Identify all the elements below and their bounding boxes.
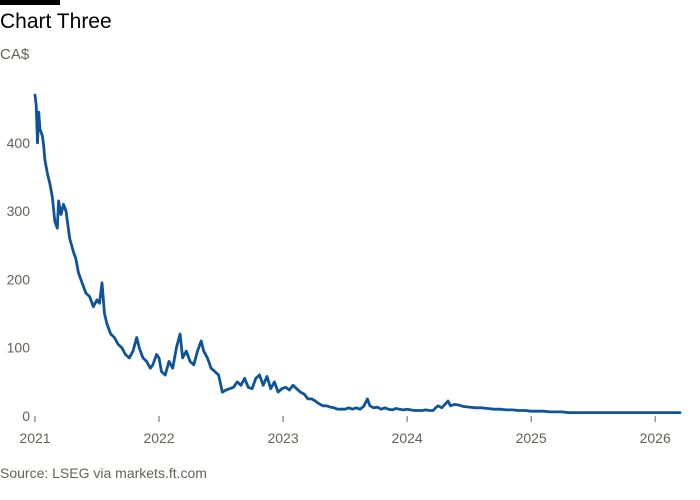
x-tick-label: 2026 <box>640 430 671 446</box>
series-line <box>33 93 682 414</box>
x-tick-label: 2025 <box>516 430 547 446</box>
x-tick-label: 2022 <box>143 430 174 446</box>
chart-title: Chart Three <box>0 10 112 33</box>
x-tick-label: 2024 <box>392 430 423 446</box>
x-tick-label: 2023 <box>267 430 298 446</box>
chart-source: Source: LSEG via markets.ft.com <box>0 465 207 481</box>
y-tick-label: 0 <box>22 408 30 424</box>
y-tick-label: 300 <box>7 203 31 219</box>
y-tick-label: 400 <box>7 135 31 151</box>
chart-subtitle: CA$ <box>0 46 30 63</box>
ft-top-bar <box>0 0 60 5</box>
y-tick-label: 100 <box>7 340 31 356</box>
y-tick-label: 200 <box>7 271 31 287</box>
x-tick-label: 2021 <box>19 430 50 446</box>
